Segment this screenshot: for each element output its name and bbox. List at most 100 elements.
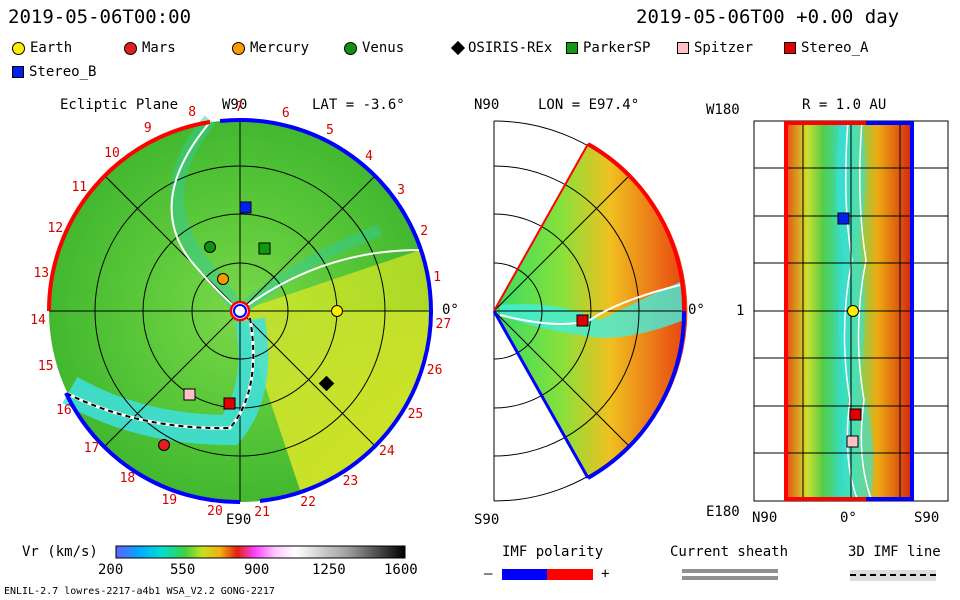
imf-3d-title: 3D IMF line	[848, 544, 941, 560]
carrington-label-7: 7	[235, 100, 243, 115]
colorbar	[115, 545, 406, 559]
colorbar-label: Vr (km/s)	[22, 544, 98, 560]
ecliptic-zero-label: 0°	[442, 302, 459, 318]
meridional-plot	[492, 120, 688, 502]
carrington-label-3: 3	[397, 183, 405, 199]
carrington-label-9: 9	[143, 120, 152, 136]
carrington-label-20: 20	[207, 504, 223, 520]
radial-bottom-label: E180	[706, 504, 740, 520]
current-sheath-symbol	[682, 569, 778, 580]
legend-item: OSIRIS-REx	[450, 40, 553, 56]
carrington-label-17: 17	[83, 440, 100, 456]
carrington-label-16: 16	[56, 402, 72, 418]
imf-plus: +	[601, 566, 610, 582]
mercury-marker	[217, 273, 229, 285]
colorbar-tick-900: 900	[244, 562, 270, 578]
legend-item: Earth	[12, 40, 72, 56]
model-footer: ENLIL-2.7 lowres-2217-a4b1 WSA_V2.2 GONG…	[4, 586, 275, 597]
earth-marker-radial	[847, 305, 859, 317]
legend-label: Mercury	[250, 40, 310, 56]
carrington-label-22: 22	[300, 494, 316, 510]
square-icon	[784, 42, 796, 54]
radial-xlabel-s90: S90	[914, 510, 940, 526]
radial-mid-label: 1	[736, 303, 745, 319]
legend-label: Venus	[362, 40, 405, 56]
carrington-label-8: 8	[188, 104, 197, 120]
square-icon	[566, 42, 578, 54]
carrington-label-1: 1	[433, 269, 442, 285]
meridional-bottom-label: S90	[474, 512, 500, 528]
colorbar-tick-550: 550	[170, 562, 196, 578]
legend-item: Venus	[344, 40, 404, 56]
carrington-label-13: 13	[33, 265, 50, 281]
timestamp-right: 2019-05-06T00 +0.00 day	[636, 6, 900, 28]
legend-label: Stereo_A	[801, 40, 869, 56]
meridional-top-label: N90	[474, 97, 500, 113]
carrington-label-26: 26	[426, 363, 443, 379]
carrington-label-10: 10	[104, 146, 120, 162]
radial-xlabel-0: 0°	[840, 510, 857, 526]
radial-top-label: W180	[706, 102, 740, 118]
body-markers	[158, 201, 862, 451]
legend-label: Mars	[142, 40, 176, 56]
legend-label: OSIRIS-REx	[468, 40, 553, 56]
legend-label: ParkerSP	[583, 40, 651, 56]
legend-label: Stereo_B	[29, 64, 97, 80]
stereo-a-marker-ecliptic	[223, 397, 236, 410]
imf-minus: –	[484, 566, 493, 582]
parkersp-marker	[258, 242, 271, 255]
circle-icon	[12, 41, 25, 55]
colorbar-tick-1600: 1600	[384, 562, 418, 578]
carrington-label-6: 6	[281, 105, 290, 121]
carrington-label-27: 27	[435, 317, 452, 333]
current-sheath-title: Current sheath	[670, 544, 789, 560]
carrington-label-4: 4	[365, 148, 373, 164]
carrington-label-24: 24	[379, 443, 395, 459]
colorbar-tick-1250: 1250	[312, 562, 346, 578]
radial-r: R = 1.0 AU	[802, 97, 887, 113]
legend-item: Mercury	[232, 40, 309, 56]
legend-label: Spitzer	[694, 40, 754, 56]
radial-xlabel-n90: N90	[752, 510, 778, 526]
carrington-label-19: 19	[161, 492, 178, 508]
carrington-label-18: 18	[119, 471, 136, 487]
legend-item: Stereo_A	[784, 40, 868, 56]
ecliptic-plane-plot	[46, 115, 433, 505]
legend-item: Spitzer	[677, 40, 753, 56]
earth-marker-ecliptic	[331, 305, 343, 317]
circle-icon	[232, 41, 245, 55]
legend-item: Stereo_B	[12, 64, 96, 80]
spitzer-marker-radial	[846, 435, 859, 448]
legend-item: Mars	[124, 40, 176, 56]
circle-icon	[124, 41, 137, 55]
square-icon	[677, 42, 689, 54]
carrington-label-21: 21	[254, 504, 270, 520]
stereo-b-marker-radial	[837, 212, 850, 225]
spitzer-marker-ecliptic	[183, 388, 196, 401]
timestamp-left: 2019-05-06T00:00	[8, 6, 192, 28]
imf-3d-line-symbol	[850, 570, 936, 581]
carrington-label-25: 25	[407, 406, 424, 422]
mars-marker	[158, 439, 170, 451]
carrington-label-2: 2	[420, 224, 429, 240]
venus-marker	[204, 241, 216, 253]
legend-item: ParkerSP	[566, 40, 650, 56]
carrington-label-23: 23	[342, 473, 359, 489]
ecliptic-lat: LAT = -3.6°	[312, 97, 405, 113]
ecliptic-top-label: W90	[222, 97, 248, 113]
meridional-zero-label: 0°	[688, 302, 705, 318]
ecliptic-bottom-label: E90	[226, 512, 252, 528]
stereo-b-marker-ecliptic	[239, 201, 252, 214]
imf-polarity-bar	[502, 569, 593, 580]
carrington-label-11: 11	[71, 180, 88, 196]
square-icon	[12, 66, 24, 78]
carrington-label-15: 15	[37, 359, 54, 375]
meridional-lon: LON = E97.4°	[538, 97, 640, 113]
stereo-a-marker-radial	[849, 408, 862, 421]
imf-polarity-title: IMF polarity	[502, 544, 604, 560]
stereo-a-marker-meridional	[576, 314, 589, 327]
carrington-label-12: 12	[47, 220, 64, 236]
colorbar-tick-200: 200	[98, 562, 124, 578]
carrington-label-5: 5	[325, 122, 334, 138]
